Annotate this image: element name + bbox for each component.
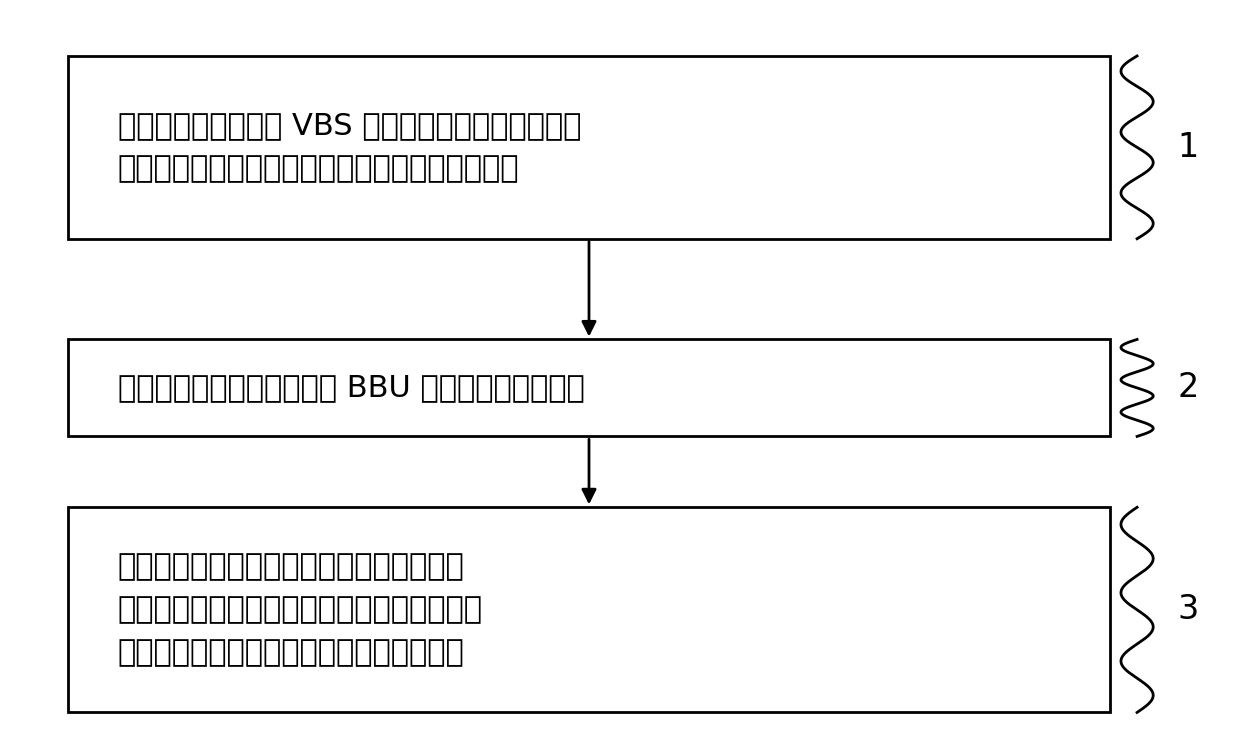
Text: 在当前基带资源池中各个基带处理单元的计
算资源分配方案的基础上进行调整，得到下一
时段各个基带处理单元的计算资源分配方案: 在当前基带资源池中各个基带处理单元的计 算资源分配方案的基础上进行调整，得到下一… — [118, 553, 482, 667]
Text: 获取当前基带资源池中各个 BBU 的计算资源分配情况: 获取当前基带资源池中各个 BBU 的计算资源分配情况 — [118, 374, 584, 402]
Bar — [68, 56, 1110, 239]
Text: 3: 3 — [1177, 593, 1199, 627]
Text: 1: 1 — [1177, 131, 1199, 164]
Text: 统计每个小区对应的 VBS 在前一时段内的平均负载，
并计算出对相应负载进行基带处理所需的计算资源: 统计每个小区对应的 VBS 在前一时段内的平均负载， 并计算出对相应负载进行基带… — [118, 111, 582, 184]
Bar — [68, 339, 1110, 436]
Text: 2: 2 — [1177, 372, 1199, 404]
Bar — [68, 507, 1110, 712]
